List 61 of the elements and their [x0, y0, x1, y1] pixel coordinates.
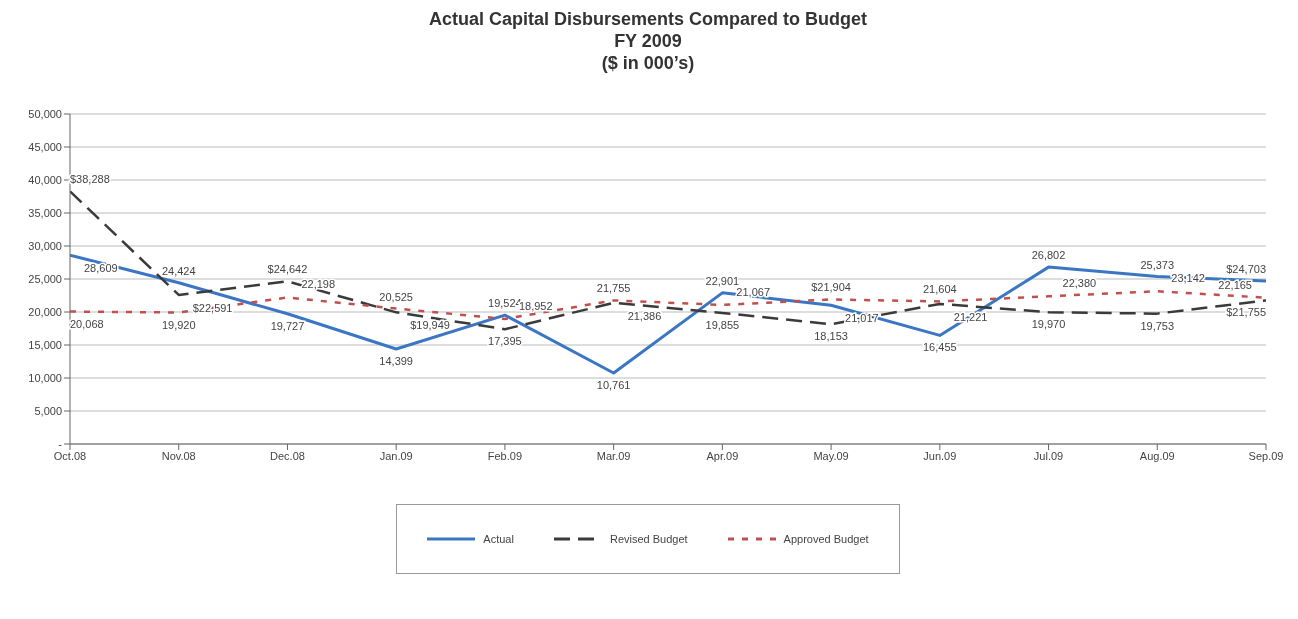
data-label: 19,970: [1031, 318, 1066, 331]
data-label: 19,753: [1140, 319, 1175, 332]
legend-label: Revised Budget: [609, 533, 688, 545]
x-tick-label: Jun.09: [923, 449, 957, 462]
data-label: 17,395: [488, 335, 522, 348]
y-tick-label: 25,000: [28, 272, 62, 285]
x-tick-label: Mar.09: [596, 449, 631, 462]
data-label: 19,727: [270, 319, 305, 332]
data-label: $21,904: [811, 281, 851, 294]
y-tick-label: -: [58, 437, 63, 450]
data-label: 19,920: [161, 318, 196, 331]
x-tick-label: Aug.09: [1139, 449, 1175, 462]
data-label: 21,386: [627, 309, 662, 322]
data-label: $21,755: [1226, 306, 1266, 319]
y-tick-label: 10,000: [28, 371, 62, 384]
data-label: $19,949: [410, 319, 450, 332]
x-tick-label: Nov.08: [161, 449, 196, 462]
y-tick-label: 45,000: [28, 140, 62, 153]
data-label: 22,380: [1062, 277, 1097, 290]
data-label: 10,761: [596, 378, 631, 391]
data-label: 23,142: [1171, 272, 1205, 285]
legend-label: Actual: [483, 533, 514, 545]
x-tick-label: Dec.08: [270, 449, 305, 462]
y-tick-label: 35,000: [28, 206, 62, 219]
x-tick-label: Oct.08: [53, 449, 87, 462]
x-tick-label: Jan.09: [379, 449, 413, 462]
data-label: 22,198: [301, 278, 336, 291]
x-tick-label: May.09: [813, 449, 849, 462]
data-label: 18,153: [814, 330, 848, 343]
data-label: 22,165: [1218, 278, 1252, 291]
data-label: $24,703: [1226, 262, 1266, 275]
line-series: [70, 190, 1266, 331]
data-label: 25,373: [1140, 258, 1175, 271]
y-tick-label: 30,000: [28, 239, 62, 252]
data-label: $38,288: [70, 173, 110, 186]
data-label: 21,604: [922, 283, 957, 296]
data-label: 28,609: [84, 262, 118, 275]
data-label: 19,855: [705, 318, 740, 331]
data-label: $24,642: [267, 263, 308, 276]
data-label: 22,901: [705, 274, 740, 287]
data-label: 21,755: [596, 282, 631, 295]
data-label: 21,067: [736, 285, 771, 298]
data-label: 24,424: [161, 264, 196, 277]
x-tick-label: Apr.09: [706, 449, 739, 462]
x-tick-label: Jul.09: [1033, 449, 1064, 462]
data-label: 20,068: [70, 317, 104, 330]
x-tick-label: Sep.09: [1248, 449, 1284, 462]
chart-subtitle: FY 2009 ($ in 000’s): [600, 30, 696, 74]
data-label: 20,525: [379, 290, 414, 303]
line-series: [70, 253, 1266, 375]
chart-title: Actual Capital Disbursements Compared to Budget: [427, 8, 869, 30]
y-tick-label: 5,000: [34, 404, 62, 417]
data-label: 16,455: [922, 341, 957, 354]
data-label: 14,399: [379, 354, 414, 367]
legend-label: Approved Budget: [783, 533, 869, 545]
y-tick-label: 15,000: [28, 338, 62, 351]
data-label: 26,802: [1031, 249, 1066, 262]
y-tick-label: 40,000: [28, 173, 62, 186]
y-tick-label: 50,000: [28, 107, 62, 120]
x-tick-label: Feb.09: [487, 449, 523, 462]
y-tick-label: 20,000: [28, 305, 62, 318]
